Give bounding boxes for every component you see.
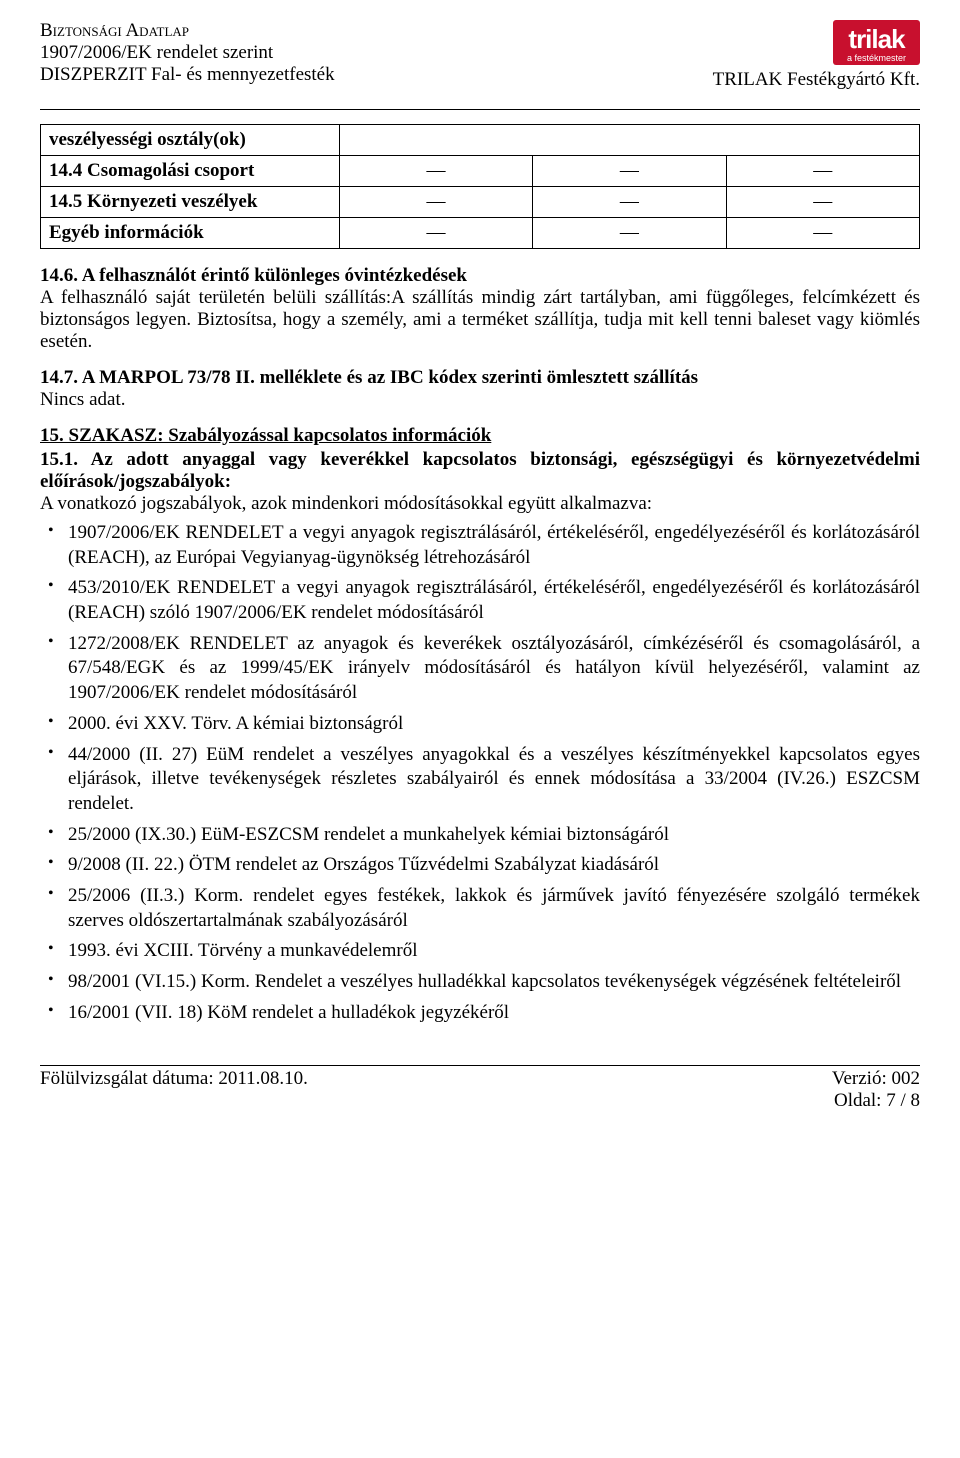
body-14-7: Nincs adat. — [40, 389, 125, 410]
row-value: — — [339, 218, 532, 249]
body-14-6: A felhasználó saját területén belüli szá… — [40, 287, 920, 352]
company-name: TRILAK Festékgyártó Kft. — [713, 69, 920, 91]
section-14-7: 14.7. A MARPOL 73/78 II. melléklete és a… — [40, 367, 920, 411]
row-value: — — [533, 187, 726, 218]
list-item: 16/2001 (VII. 18) KöM rendelet a hulladé… — [68, 1001, 920, 1026]
row-label: veszélyességi osztály(ok) — [41, 125, 340, 156]
logo-main-text: trilak — [848, 24, 904, 54]
row-value: — — [726, 187, 919, 218]
row-value: — — [339, 156, 532, 187]
regulation-line: 1907/2006/EK rendelet szerint — [40, 42, 713, 64]
header-divider — [40, 109, 920, 110]
row-label: 14.5 Környezeti veszélyek — [41, 187, 340, 218]
table-row: 14.5 Környezeti veszélyek——— — [41, 187, 920, 218]
row-value — [339, 125, 919, 156]
doc-title: Biztonsági Adatlap — [40, 20, 713, 42]
row-value: — — [533, 218, 726, 249]
list-item: 1907/2006/EK RENDELET a vegyi anyagok re… — [68, 521, 920, 570]
section-14-6: 14.6. A felhasználót érintő különleges ó… — [40, 265, 920, 353]
table-row: Egyéb információk——— — [41, 218, 920, 249]
table-row: 14.4 Csomagolási csoport——— — [41, 156, 920, 187]
list-item: 1993. évi XCIII. Törvény a munkavédelemr… — [68, 939, 920, 964]
list-item: 44/2000 (II. 27) EüM rendelet a veszélye… — [68, 743, 920, 817]
list-item: 25/2000 (IX.30.) EüM-ESZCSM rendelet a m… — [68, 823, 920, 848]
footer-divider — [40, 1065, 920, 1066]
footer-page: Oldal: 7 / 8 — [834, 1090, 920, 1112]
section-15: 15. SZAKASZ: Szabályozással kapcsolatos … — [40, 425, 920, 1025]
page-header: Biztonsági Adatlap 1907/2006/EK rendelet… — [40, 20, 920, 91]
footer-version: Verzió: 002 — [832, 1068, 920, 1090]
logo-sub-text: a festékmester — [847, 54, 906, 63]
row-label: 14.4 Csomagolási csoport — [41, 156, 340, 187]
row-label: Egyéb információk — [41, 218, 340, 249]
list-item: 453/2010/EK RENDELET a vegyi anyagok reg… — [68, 576, 920, 625]
footer-revision: Fölülvizsgálat dátuma: 2011.08.10. — [40, 1068, 308, 1090]
table-row: veszélyességi osztály(ok) — [41, 125, 920, 156]
product-name: DISZPERZIT Fal- és mennyezetfesték — [40, 64, 713, 86]
list-item: 98/2001 (VI.15.) Korm. Rendelet a veszél… — [68, 970, 920, 995]
page-footer: Fölülvizsgálat dátuma: 2011.08.10. Verzi… — [40, 1065, 920, 1112]
list-item: 9/2008 (II. 22.) ÖTM rendelet az Országo… — [68, 853, 920, 878]
list-item: 1272/2008/EK RENDELET az anyagok és keve… — [68, 632, 920, 706]
header-right: trilak a festékmester TRILAK Festékgyárt… — [713, 20, 920, 91]
list-item: 25/2006 (II.3.) Korm. rendelet egyes fes… — [68, 884, 920, 933]
header-left: Biztonsági Adatlap 1907/2006/EK rendelet… — [40, 20, 713, 86]
row-value: — — [726, 156, 919, 187]
row-value: — — [339, 187, 532, 218]
trilak-logo: trilak a festékmester — [833, 20, 920, 65]
list-item: 2000. évi XXV. Törv. A kémiai biztonságr… — [68, 712, 920, 737]
section-15-intro: A vonatkozó jogszabályok, azok mindenkor… — [40, 493, 920, 515]
heading-14-7: 14.7. A MARPOL 73/78 II. melléklete és a… — [40, 367, 698, 388]
section-15-title: 15. SZAKASZ: Szabályozással kapcsolatos … — [40, 425, 920, 447]
heading-14-6: 14.6. A felhasználót érintő különleges ó… — [40, 265, 467, 286]
row-value: — — [533, 156, 726, 187]
section-15-1-heading: 15.1. Az adott anyaggal vagy keverékkel … — [40, 449, 920, 493]
hazard-table: veszélyességi osztály(ok)14.4 Csomagolás… — [40, 124, 920, 249]
row-value: — — [726, 218, 919, 249]
regulation-list: 1907/2006/EK RENDELET a vegyi anyagok re… — [40, 521, 920, 1025]
